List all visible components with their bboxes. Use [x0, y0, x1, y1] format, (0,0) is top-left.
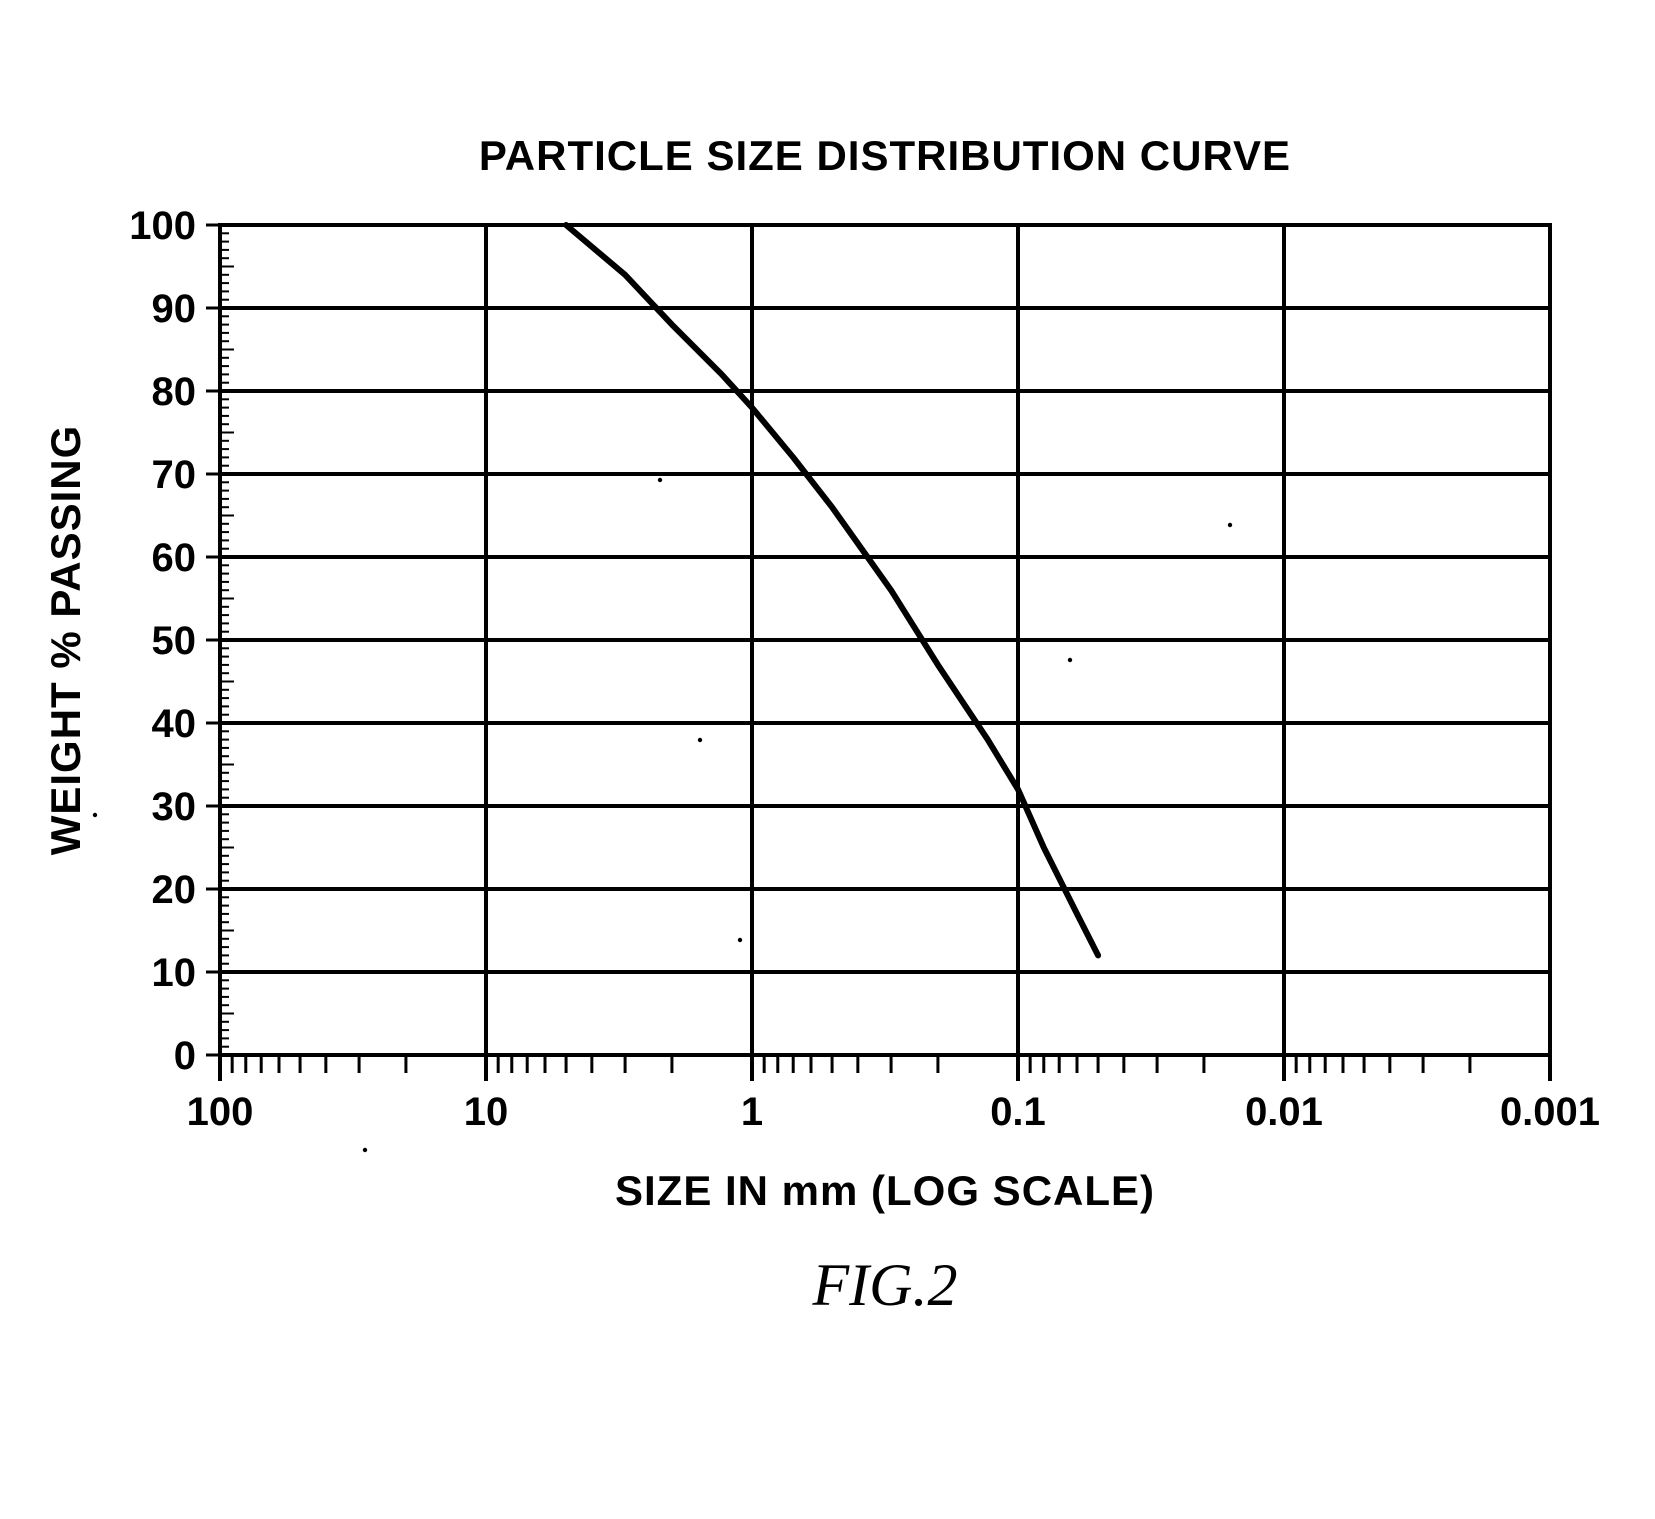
noise-dot [658, 478, 662, 482]
noise-dot [1228, 523, 1232, 527]
noise-dot [1068, 658, 1072, 662]
y-tick-label: 100 [129, 204, 196, 248]
noise-dot [738, 938, 742, 942]
x-tick-label: 0.1 [990, 1090, 1046, 1134]
x-tick-label: 1 [741, 1090, 763, 1134]
y-tick-label: 10 [152, 951, 197, 995]
y-tick-label: 30 [152, 785, 197, 829]
y-tick-label: 60 [152, 536, 197, 580]
page: { "chart": { "type": "line", "title": "P… [0, 0, 1655, 1519]
y-tick-label: 80 [152, 370, 197, 414]
y-tick-label: 20 [152, 868, 197, 912]
x-tick-label: 100 [187, 1090, 254, 1134]
x-tick-label: 10 [464, 1090, 509, 1134]
noise-dot [698, 738, 702, 742]
noise-dot [363, 1148, 367, 1152]
y-tick-label: 50 [152, 619, 197, 663]
y-tick-label: 0 [174, 1034, 196, 1078]
particle-chart: 0 10 20 30 40 50 60 70 80 90 100 100 10 1 0.1 0.01 0.001… [0, 0, 1655, 1519]
x-tick-label: 0.001 [1500, 1090, 1600, 1134]
y-tick-label: 40 [152, 702, 197, 746]
y-tick-label: 70 [152, 453, 197, 497]
x-axis-label: SIZE IN mm (LOG SCALE) [615, 1167, 1155, 1214]
y-tick-label: 90 [152, 287, 197, 331]
figure-caption: FIG.2 [812, 1252, 958, 1318]
chart-title: PARTICLE SIZE DISTRIBUTION CURVE [479, 132, 1291, 179]
x-tick-label: 0.01 [1245, 1090, 1323, 1134]
noise-dot [93, 813, 97, 817]
y-axis-label: WEIGHT % PASSING [42, 425, 89, 856]
